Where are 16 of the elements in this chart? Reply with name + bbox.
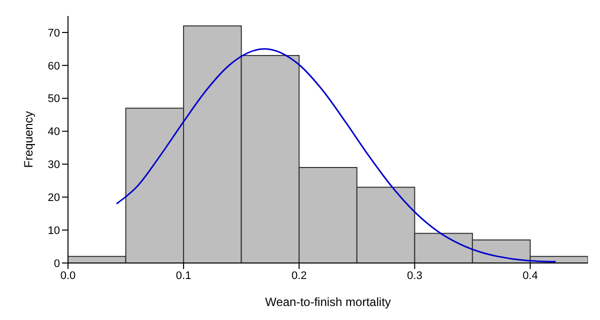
x-tick-label: 0.3 (407, 270, 422, 282)
line-series (116, 48, 556, 262)
y-tick-label: 50 (48, 93, 60, 106)
y-axis-title: Frequency (21, 111, 36, 168)
y-tick-label: 20 (48, 192, 60, 204)
x-tick-label: 0.4 (522, 270, 538, 282)
x-tick-label: 0.1 (176, 270, 192, 282)
x-tick-label: 0.0 (60, 270, 76, 282)
y-tick-label: 60 (48, 60, 60, 72)
x-axis-title: Wean-to-finish mortality (265, 295, 391, 309)
y-tick-label: 0 (54, 258, 60, 270)
x-tick-label: 0.2 (291, 270, 307, 282)
y-tick-label: 40 (48, 126, 60, 138)
y-tick-label: 70 (48, 27, 60, 40)
y-tick-label: 10 (48, 224, 60, 237)
y-tick-label: 30 (48, 159, 60, 172)
